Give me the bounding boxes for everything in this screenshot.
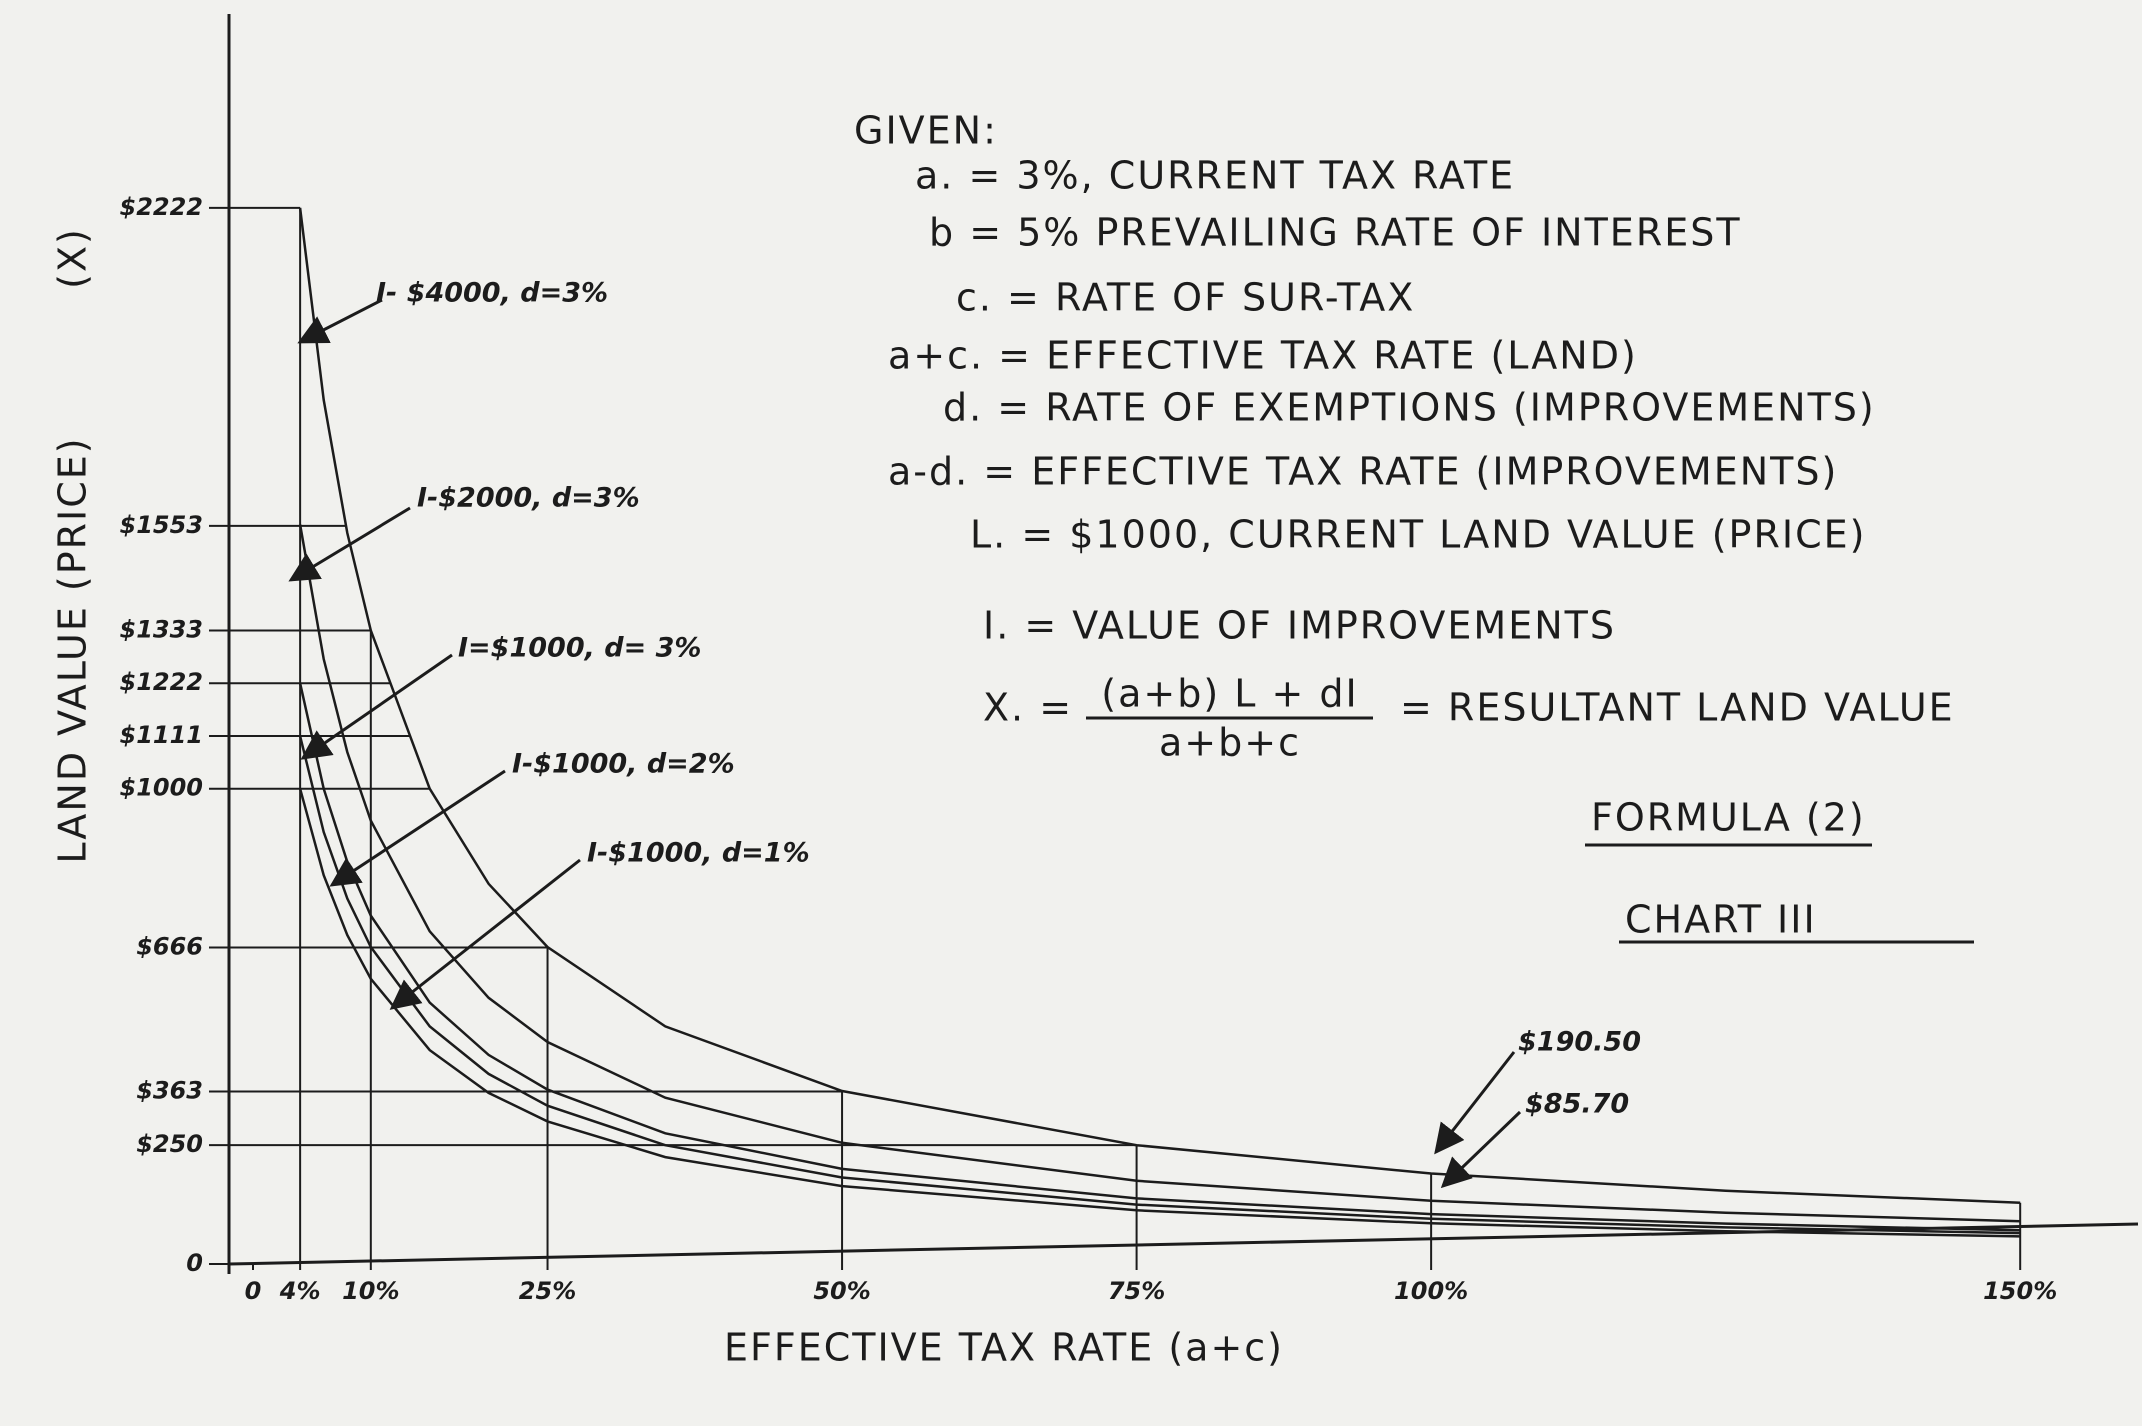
x-tick-label: 10% <box>342 1277 399 1305</box>
arrow <box>389 858 581 1010</box>
arrow <box>297 298 383 344</box>
x-axis-label: EFFECTIVE TAX RATE (a+c) <box>724 1326 1284 1370</box>
x-tick-label: 50% <box>813 1277 870 1305</box>
y-tick-label: $1553 <box>120 511 204 539</box>
y-tick-label: $363 <box>136 1076 203 1104</box>
x-tick-label: 150% <box>1983 1277 2057 1305</box>
formula-lhs: X. = <box>983 686 1073 730</box>
curve <box>298 524 2021 1223</box>
y-tick-label: 0 <box>186 1249 203 1277</box>
y-axis-label: LAND VALUE (PRICE) <box>51 436 95 863</box>
annotation: $85.70 <box>1525 1089 1629 1120</box>
y-tick-label: $1222 <box>120 668 204 696</box>
arrow <box>1440 1110 1522 1189</box>
x-tick-label: 75% <box>1108 1277 1165 1305</box>
given-line: I. = VALUE OF IMPROVEMENTS <box>983 604 1616 648</box>
y-tick-label: $666 <box>136 932 203 960</box>
y-tick-label: $1333 <box>120 615 204 643</box>
given-line: a-d. = EFFECTIVE TAX RATE (IMPROVEMENTS) <box>888 450 1838 494</box>
curve <box>298 735 2021 1235</box>
y-tick-label: $1000 <box>120 774 204 802</box>
formula-label: FORMULA (2) <box>1591 796 1866 840</box>
series-label: I=$1000, d= 3% <box>458 633 701 664</box>
arrow <box>329 769 506 887</box>
formula-denominator: a+b+c <box>1159 721 1301 765</box>
series-label: I- $4000, d=3% <box>376 278 608 309</box>
annotation: $190.50 <box>1518 1027 1641 1058</box>
y-tick-label: $2222 <box>120 193 204 221</box>
given-line: a. = 3%, CURRENT TAX RATE <box>915 154 1515 198</box>
y-tick-label: $1111 <box>120 721 204 749</box>
arrow <box>1434 1051 1516 1155</box>
given-line: L. = $1000, CURRENT LAND VALUE (PRICE) <box>970 513 1866 557</box>
given-line: c. = RATE OF SUR-TAX <box>956 276 1415 320</box>
x-tick-label: 100% <box>1394 1277 1468 1305</box>
given-line: b = 5% PREVAILING RATE OF INTEREST <box>929 211 1742 255</box>
series-label: I-$2000, d=3% <box>417 483 640 514</box>
given-list: a. = 3%, CURRENT TAX RATE b = 5% PREVAILI… <box>888 154 1876 648</box>
chart-title: CHART III <box>1625 898 1817 942</box>
formula-numerator: (a+b) L + dI <box>1101 672 1358 716</box>
arrow <box>288 506 411 582</box>
x-tick-label: 25% <box>519 1277 576 1305</box>
given-line: a+c. = EFFECTIVE TAX RATE (LAND) <box>888 334 1638 378</box>
given-title: GIVEN: <box>854 109 998 153</box>
curve <box>298 788 2021 1238</box>
x-tick-label: 0 <box>245 1277 262 1305</box>
series-label: I-$1000, d=1% <box>587 838 810 869</box>
curve <box>298 207 2021 1204</box>
series-label: I-$1000, d=2% <box>512 749 735 780</box>
given-line: d. = RATE OF EXEMPTIONS (IMPROVEMENTS) <box>943 386 1876 430</box>
x-tick-label: 4% <box>279 1277 321 1305</box>
arrow <box>300 653 453 760</box>
y-tick-label: $250 <box>136 1130 203 1158</box>
formula-rhs: = RESULTANT LAND VALUE <box>1400 686 1955 730</box>
y-axis-symbol: (X) <box>51 227 95 289</box>
